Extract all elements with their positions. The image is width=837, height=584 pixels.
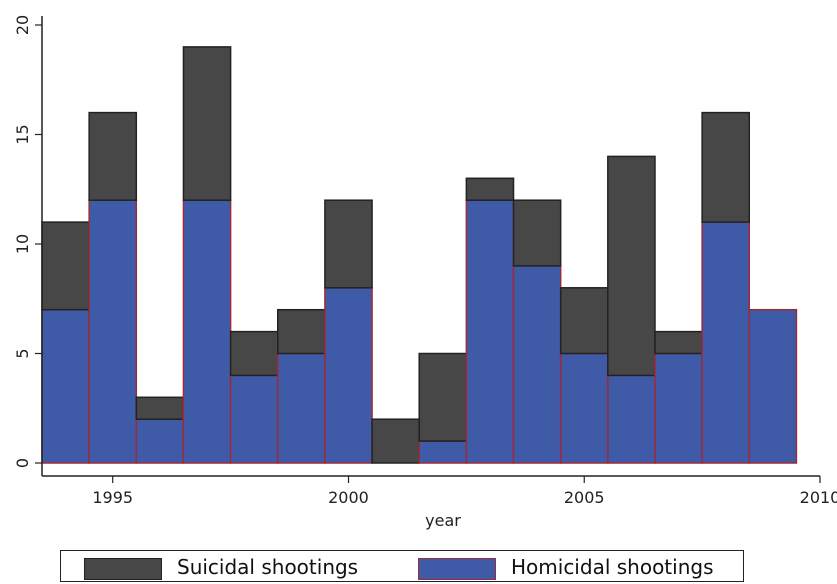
bar-homicidal-1998 bbox=[229, 374, 279, 464]
bar-homicidal-2002 bbox=[418, 440, 468, 464]
legend-label-suicidal: Suicidal shootings bbox=[177, 555, 359, 579]
bar-homicidal-2000 bbox=[324, 287, 373, 464]
bars-group bbox=[41, 46, 798, 464]
bar-suicidal-2005 bbox=[559, 287, 609, 355]
bar-homicidal-2006 bbox=[607, 374, 656, 464]
y-tick-label-5: 5 bbox=[13, 348, 32, 358]
bar-suicidal-2004 bbox=[512, 199, 562, 267]
ticks-group: 0 5 10 15 20 1995 2000 2005 2010 bbox=[13, 15, 837, 507]
bar-suicidal-1994 bbox=[41, 221, 90, 311]
legend-swatch-homicidal bbox=[418, 558, 496, 580]
y-tick-label-10: 10 bbox=[13, 234, 32, 254]
bar-suicidal-2007 bbox=[654, 330, 703, 355]
bar-suicidal-1995 bbox=[88, 111, 138, 201]
y-tick-label-15: 15 bbox=[13, 124, 32, 144]
bar-suicidal-2008 bbox=[701, 111, 751, 223]
bar-homicidal-1995 bbox=[88, 199, 138, 464]
bar-suicidal-2006 bbox=[607, 155, 656, 377]
bar-homicidal-2009 bbox=[748, 308, 798, 464]
bar-homicidal-1994 bbox=[41, 308, 90, 464]
bar-suicidal-2002 bbox=[418, 352, 468, 442]
bar-suicidal-2003 bbox=[465, 177, 515, 201]
bar-homicidal-2007 bbox=[654, 352, 703, 464]
legend-label-homicidal: Homicidal shootings bbox=[511, 555, 714, 579]
bar-homicidal-2004 bbox=[512, 265, 562, 464]
axes-group bbox=[41, 16, 820, 477]
bar-suicidal-2000 bbox=[324, 199, 373, 289]
x-tick-label-2005: 2005 bbox=[564, 488, 605, 507]
x-tick-label-2000: 2000 bbox=[328, 488, 369, 507]
bar-suicidal-1996 bbox=[135, 396, 185, 420]
x-tick-label-1995: 1995 bbox=[92, 488, 133, 507]
bar-suicidal-1997 bbox=[182, 46, 232, 201]
bar-suicidal-1998 bbox=[229, 330, 279, 377]
x-tick-label-2010: 2010 bbox=[800, 488, 837, 507]
bar-homicidal-2005 bbox=[559, 352, 609, 464]
bar-homicidal-2008 bbox=[701, 221, 751, 464]
bar-homicidal-1997 bbox=[182, 199, 232, 464]
x-axis-title: year bbox=[425, 511, 461, 530]
bar-suicidal-2001 bbox=[371, 418, 420, 464]
bar-homicidal-1999 bbox=[277, 352, 326, 464]
y-tick-label-0: 0 bbox=[13, 458, 32, 468]
y-tick-label-20: 20 bbox=[13, 15, 32, 35]
bar-homicidal-1996 bbox=[135, 418, 185, 464]
legend-swatch-suicidal bbox=[84, 558, 162, 580]
bar-suicidal-1999 bbox=[277, 308, 326, 355]
bar-homicidal-2003 bbox=[465, 199, 515, 464]
legend: Suicidal shootings Homicidal shootings bbox=[60, 550, 744, 582]
